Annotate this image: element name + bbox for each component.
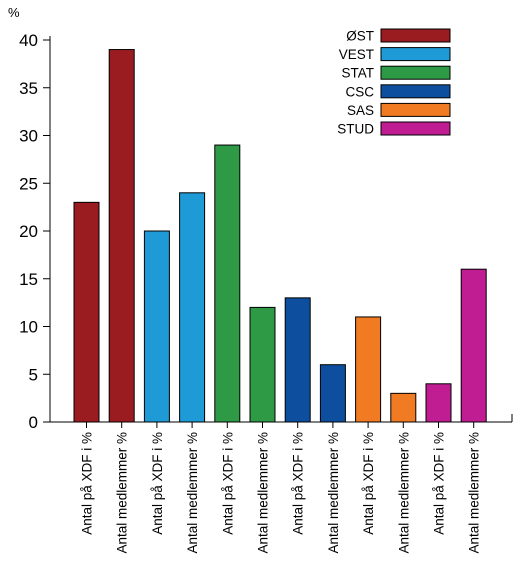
y-tick-label: 10 [19, 318, 38, 337]
y-axis-unit-label: % [8, 5, 20, 20]
bar-stud-medlemmer [460, 268, 487, 423]
y-tick-label: 20 [19, 222, 38, 241]
legend-label-stat: STAT [342, 66, 375, 81]
y-tick-label: 35 [19, 79, 38, 98]
legend-label-øst: ØST [346, 29, 374, 44]
bars [73, 49, 487, 423]
y-tick-label: 15 [19, 270, 38, 289]
category-label: Antal medlemmer % [467, 432, 482, 554]
category-label: Antal på XDF i % [80, 432, 95, 535]
category-label: Antal på XDF i % [361, 432, 376, 535]
legend-label-sas: SAS [347, 103, 374, 118]
legend-swatch-stud [380, 121, 451, 136]
bar-vest-medlemmer [179, 192, 206, 423]
category-label: Antal medlemmer % [326, 432, 341, 554]
bar-csc-xdf [284, 297, 311, 423]
category-label: Antal på XDF i % [432, 432, 447, 535]
category-labels: Antal på XDF i % Antal medlemmer % Antal p… [80, 422, 482, 554]
bar-sas-xdf [355, 316, 382, 423]
bar-stud-xdf [425, 383, 452, 423]
bar-sas-medlemmer [390, 392, 417, 423]
legend-swatch-stat [380, 65, 451, 80]
legend-label-csc: CSC [345, 84, 374, 99]
legend: ØST VEST STAT CSC SAS STUD [337, 28, 451, 137]
category-label: Antal medlemmer % [115, 432, 130, 554]
legend-label-stud: STUD [337, 122, 374, 137]
legend-swatch-øst [380, 28, 451, 43]
category-label: Antal på XDF i % [291, 432, 306, 535]
y-tick-label: 40 [19, 31, 38, 50]
legend-swatch-sas [380, 102, 451, 117]
legend-swatch-csc [380, 84, 451, 99]
category-label: Antal på XDF i % [220, 432, 235, 535]
bar-stat-medlemmer [249, 306, 276, 423]
bar-vest-xdf [143, 230, 170, 423]
legend-label-vest: VEST [339, 47, 374, 62]
category-label: Antal på XDF i % [150, 432, 165, 535]
y-tick-label: 5 [29, 365, 38, 384]
category-label: Antal medlemmer % [396, 432, 411, 554]
y-tick-label: 25 [19, 174, 38, 193]
legend-swatch-vest [380, 47, 451, 62]
y-tick-label: 30 [19, 127, 38, 146]
category-label: Antal medlemmer % [256, 432, 271, 554]
bar-øst-xdf [73, 201, 100, 423]
category-label: Antal medlemmer % [185, 432, 200, 554]
bar-stat-xdf [214, 144, 241, 423]
y-tick-label: 0 [29, 413, 38, 432]
bar-csc-medlemmer [319, 364, 346, 423]
bar-øst-medlemmer [108, 49, 135, 423]
